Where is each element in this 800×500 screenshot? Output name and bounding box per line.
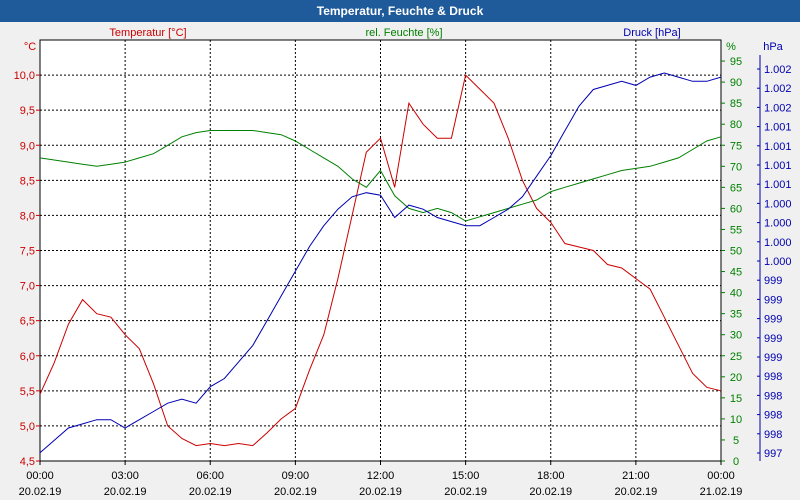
humidity-tick-label: 35 [730,309,742,321]
temperature-tick-label: 8,0 [20,210,35,222]
temperature-tick-label: 6,0 [20,351,35,363]
temperature-line [39,74,722,447]
humidity-tick-label: 20 [730,372,742,384]
temperature-tick-label: 10,0 [14,70,35,82]
temperature-axis: 4,5 5,0 5,5 6,0 6,5 7,0 7,5 8,0 8,5 9,0 9,5 10,0 °C [14,41,40,468]
axis-labels: Temperatur [°C] rel. Feuchte [%] Druck [hP… [109,27,680,39]
humidity-tick-label: 15 [730,393,742,405]
pressure-tick-label: 1.001 [764,122,792,134]
pressure-tick-label: 997 [764,448,782,460]
pressure-tick-label: 1.002 [764,83,792,95]
pressure-line [39,72,722,454]
humidity-tick-label: 40 [730,288,742,300]
pressure-tick-label: 999 [764,275,782,287]
temperature-tick-label: 8,5 [20,175,35,187]
pressure-tick-label: 1.001 [764,179,792,191]
temperature-tick-label: 6,5 [20,316,35,328]
temperature-tick-label: 4,5 [20,456,35,468]
humidity-tick-label: 25 [730,351,742,363]
humidity-series-label: rel. Feuchte [%] [365,27,442,39]
humidity-tick-label: 75 [730,140,742,152]
pressure-tick-label: 1.000 [764,198,792,210]
temperature-tick-label: 9,0 [20,140,35,152]
pressure-tick-label: 998 [764,390,782,402]
humidity-tick-label: 10 [730,414,742,426]
x-tick-date: 20.02.19 [19,486,62,498]
pressure-unit: hPa [763,41,783,53]
pressure-tick-label: 999 [764,294,782,306]
pressure-tick-label: 1.000 [764,218,792,230]
pressure-tick-label: 999 [764,333,782,345]
humidity-tick-label: 55 [730,224,742,236]
pressure-tick-label: 999 [764,314,782,326]
humidity-tick-label: 70 [730,161,742,173]
x-tick-time: 09:00 [282,470,310,482]
x-tick-date: 20.02.19 [614,486,657,498]
pressure-tick-label: 1.001 [764,160,792,172]
x-tick-date: 20.02.19 [444,486,487,498]
humidity-tick-label: 65 [730,182,742,194]
humidity-axis: 0 5 10 15 20 25 30 35 40 45 50 55 60 65 70 75 80 85 90 95% [721,41,742,468]
pressure-tick-label: 1.002 [764,102,792,114]
x-tick-time: 00:00 [26,470,54,482]
x-tick-time: 00:00 [707,470,735,482]
temperature-tick-label: 5,0 [20,421,35,433]
time-axis: 00:00 20.02.19 03:00 20.02.19 06:00 20.02.19 0… [19,461,743,498]
humidity-tick-label: 0 [733,456,739,468]
x-tick-time: 06:00 [196,470,224,482]
humidity-tick-label: 95 [730,56,742,68]
temperature-tick-label: 9,5 [20,105,35,117]
humidity-tick-label: 5 [733,435,739,447]
pressure-tick-label: 998 [764,429,782,441]
x-tick-time: 18:00 [537,470,565,482]
pressure-tick-label: 998 [764,371,782,383]
pressure-tick-label: 1.002 [764,64,792,76]
humidity-tick-label: 90 [730,77,742,89]
pressure-tick-label: 1.000 [764,256,792,268]
x-tick-time: 03:00 [111,470,139,482]
pressure-axis: 997 998 998 998 998 999 999 999 999 999 1.000 1.000… [757,41,792,461]
humidity-tick-label: 80 [730,119,742,131]
x-tick-date: 20.02.19 [104,486,147,498]
x-tick-time: 12:00 [367,470,395,482]
temperature-tick-label: 7,0 [20,281,35,293]
pressure-series-label: Druck [hPa] [623,27,680,39]
pressure-tick-label: 999 [764,352,782,364]
humidity-tick-label: 60 [730,203,742,215]
x-tick-time: 15:00 [452,470,480,482]
x-tick-date: 20.02.19 [189,486,232,498]
temperature-tick-label: 5,5 [20,386,35,398]
humidity-unit: % [726,41,736,53]
temperature-series-label: Temperatur [°C] [109,27,186,39]
temperature-tick-label: 7,5 [20,246,35,258]
x-tick-date: 20.02.19 [274,486,317,498]
humidity-tick-label: 50 [730,246,742,258]
pressure-tick-label: 998 [764,410,782,422]
humidity-tick-label: 30 [730,330,742,342]
humidity-tick-label: 85 [730,98,742,110]
grid [40,40,721,461]
chart: 4,55,05,56,06,57,07,58,08,59,09,510,0°C … [14,27,792,498]
x-tick-date: 20.02.19 [359,486,402,498]
humidity-line [39,130,722,222]
series-group [39,72,722,454]
window-title: Temperatur, Feuchte & Druck [0,0,800,22]
x-tick-date: 21.02.19 [700,486,743,498]
pressure-tick-label: 1.000 [764,237,792,249]
x-tick-date: 20.02.19 [529,486,572,498]
humidity-tick-label: 45 [730,267,742,279]
temperature-unit: °C [24,41,36,53]
x-tick-time: 21:00 [622,470,650,482]
pressure-tick-label: 1.001 [764,141,792,153]
